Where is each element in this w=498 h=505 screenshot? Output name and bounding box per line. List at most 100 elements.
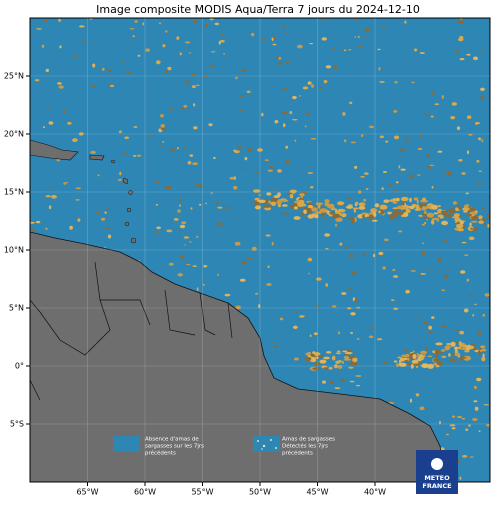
sargassum-patch xyxy=(433,358,440,362)
sargassum-patch xyxy=(192,162,198,165)
sargassum-patch xyxy=(344,139,347,142)
sargassum-patch xyxy=(464,309,469,313)
sargassum-patch xyxy=(183,105,187,108)
sargassum-patch xyxy=(362,214,365,218)
sargassum-patch xyxy=(59,45,61,48)
sargassum-patch xyxy=(208,123,212,126)
logo-text: FRANCE xyxy=(422,482,451,490)
sargassum-patch xyxy=(479,171,482,172)
sargassum-patch xyxy=(334,66,338,69)
sargassum-patch xyxy=(456,342,460,344)
sargassum-patch xyxy=(319,87,322,90)
sargassum-patch xyxy=(133,126,137,127)
sargassum-patch xyxy=(462,242,467,243)
sargassum-patch xyxy=(394,136,399,140)
sargassum-patch xyxy=(478,220,484,224)
sargassum-patch xyxy=(339,243,342,246)
sargassum-patch xyxy=(304,357,311,361)
sargassum-patch xyxy=(193,20,197,23)
sargassum-patch xyxy=(382,187,384,190)
sargassum-patch xyxy=(355,202,358,204)
sargassum-patch xyxy=(420,351,427,354)
sargassum-patch xyxy=(316,202,323,205)
sargassum-patch xyxy=(404,349,407,352)
sargassum-patch xyxy=(119,172,121,176)
sargassum-patch xyxy=(193,265,197,267)
sargassum-patch xyxy=(359,206,366,210)
sargassum-patch xyxy=(480,88,485,91)
sargassum-patch xyxy=(347,197,351,199)
sargassum-patch xyxy=(405,360,409,362)
sargassum-patch xyxy=(419,273,421,277)
sargassum-patch xyxy=(282,204,288,207)
sargassum-patch xyxy=(262,38,265,39)
sargassum-patch xyxy=(403,210,406,212)
sargassum-patch xyxy=(63,182,66,185)
sargassum-patch xyxy=(398,230,402,232)
sargassum-patch xyxy=(156,182,159,184)
sargassum-patch xyxy=(416,393,419,396)
x-tick-label: 50°W xyxy=(249,488,271,497)
sargassum-patch xyxy=(235,77,238,80)
sargassum-patch xyxy=(400,169,405,171)
sargassum-patch xyxy=(277,192,281,196)
sargassum-patch xyxy=(203,284,205,286)
logo-text: METEO xyxy=(424,474,450,482)
sargassum-patch xyxy=(315,211,322,214)
sargassum-patch xyxy=(67,122,71,125)
sargassum-patch xyxy=(477,182,481,183)
sargassum-patch xyxy=(159,22,161,24)
sargassum-patch xyxy=(409,175,414,179)
sargassum-patch xyxy=(417,316,419,318)
sargassum-patch xyxy=(394,189,397,190)
sargassum-patch xyxy=(310,186,313,188)
y-tick-label: 0° xyxy=(15,362,24,371)
sargassum-patch xyxy=(417,200,419,204)
sargassum-patch xyxy=(491,224,495,228)
sargassum-patch xyxy=(196,85,200,87)
sargassum-patch xyxy=(75,199,79,200)
sargassum-patch xyxy=(237,146,242,149)
sargassum-patch xyxy=(394,360,398,362)
sargassum-patch xyxy=(411,364,414,369)
sargassum-patch xyxy=(76,187,82,189)
sargassum-patch xyxy=(406,354,410,357)
sargassum-patch xyxy=(478,350,481,355)
sargassum-patch xyxy=(290,194,294,199)
sargassum-patch xyxy=(380,136,384,139)
sargassum-patch xyxy=(108,235,111,239)
sargassum-patch xyxy=(457,416,462,418)
sargassum-patch xyxy=(283,87,287,90)
sargassum-patch xyxy=(184,236,190,238)
sargassum-patch xyxy=(265,159,269,161)
sargassum-patch xyxy=(311,358,316,362)
sargassum-patch xyxy=(436,354,439,358)
sargassum-patch xyxy=(427,154,430,158)
sargassum-patch xyxy=(431,205,437,210)
sargassum-patch xyxy=(459,331,464,335)
sargassum-patch xyxy=(190,154,194,156)
y-tick-label: 10°N xyxy=(4,246,24,255)
sargassum-patch xyxy=(435,349,439,354)
y-tick-label: 20°N xyxy=(4,130,24,139)
sargassum-patch xyxy=(160,114,164,117)
sargassum-patch xyxy=(450,342,455,347)
sargassum-patch xyxy=(438,205,441,207)
sargassum-patch xyxy=(428,331,432,333)
sargassum-patch xyxy=(382,267,385,270)
sargassum-patch xyxy=(471,221,477,223)
sargassum-patch xyxy=(236,306,241,310)
sargassum-patch xyxy=(205,24,208,27)
sargassum-patch xyxy=(456,223,463,228)
sargassum-patch xyxy=(466,214,473,216)
sargassum-patch xyxy=(305,126,307,127)
sargassum-patch xyxy=(193,103,195,106)
sargassum-patch xyxy=(467,279,469,282)
sargassum-patch xyxy=(428,326,432,330)
sargassum-patch xyxy=(420,52,425,54)
sargassum-patch xyxy=(255,198,260,201)
sargassum-patch xyxy=(98,174,100,176)
sargassum-patch xyxy=(452,102,457,106)
sargassum-patch xyxy=(377,338,382,340)
sargassum-patch xyxy=(392,269,395,271)
